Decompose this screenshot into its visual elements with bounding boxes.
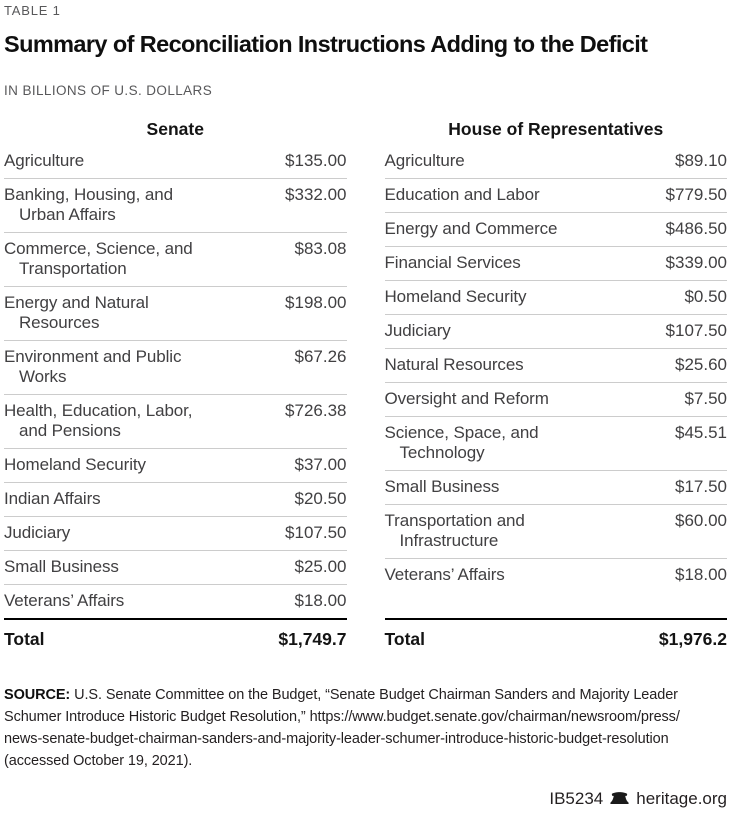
committee-name: Financial Services [384, 253, 521, 272]
committee-name: Natural Resources [384, 355, 524, 374]
amount-value: $198.00 [285, 293, 347, 312]
site-name: heritage.org [636, 789, 727, 808]
committee-name: Veterans’ Affairs [4, 591, 125, 610]
amount-value: $339.00 [665, 253, 727, 272]
table-row: Indian Affairs $20.50 [4, 483, 347, 517]
amount-value: $89.10 [675, 151, 727, 170]
committee-name: Commerce, Science, and Transportation [4, 239, 193, 278]
committee-name: Judiciary [384, 321, 451, 340]
brand-row: IB5234 heritage.org [549, 789, 727, 809]
table-row: Commerce, Science, and Transportation $83… [4, 233, 347, 287]
committee-name: Science, Space, and Technology [384, 423, 539, 462]
table-row: Financial Services $339.00 [384, 247, 727, 281]
house-table-header: House of Representatives [448, 119, 664, 139]
amount-value: $18.00 [294, 591, 347, 610]
amount-value: $7.50 [684, 389, 727, 408]
committee-name: Indian Affairs [4, 489, 101, 508]
committee-name: Agriculture [4, 151, 85, 170]
committee-name: Veterans’ Affairs [384, 565, 505, 584]
committee-name: Agriculture [384, 151, 465, 170]
tables-container: Senate Agriculture $135.00 Banking, Housin… [4, 119, 727, 649]
total-label: Total [4, 629, 45, 649]
amount-value: $107.50 [285, 523, 347, 542]
amount-value: $37.00 [294, 455, 347, 474]
units-subtitle: IN BILLIONS OF U.S. DOLLARS [4, 83, 213, 98]
committee-name: Education and Labor [384, 185, 540, 204]
liberty-bell-icon [610, 791, 629, 807]
source-line: (accessed October 19, 2021). [4, 753, 193, 769]
table-row: Small Business $17.50 [384, 471, 727, 505]
amount-value: $83.08 [294, 239, 347, 258]
table-row: Natural Resources $25.60 [384, 349, 727, 383]
amount-value: $60.00 [675, 511, 727, 530]
source-text: U.S. Senate Committee on the Budget, “Se… [74, 687, 678, 703]
table-row: Environment and Public Works $67.26 [4, 341, 347, 395]
committee-name: Judiciary [4, 523, 71, 542]
source-label: SOURCE: [4, 687, 71, 703]
total-label: Total [384, 629, 426, 649]
table-row: Health, Education, Labor, and Pensions $7… [4, 395, 347, 449]
committee-name: Energy and Commerce [384, 219, 558, 238]
table-row: Veterans’ Affairs $18.00 [4, 585, 347, 618]
source-line: news-senate-budget-chairman-sanders-and-… [4, 731, 669, 747]
amount-value: $20.50 [294, 489, 347, 508]
table-row: Oversight and Reform $7.50 [384, 383, 727, 417]
amount-value: $486.50 [665, 219, 727, 238]
house-table: House of Representatives Agriculture $89.… [384, 119, 728, 649]
senate-table-header: Senate [146, 119, 204, 139]
house-rows: Agriculture $89.10 Education and Labor $779… [384, 145, 728, 592]
amount-value: $17.50 [675, 477, 727, 496]
total-amount: $1,976.2 [658, 629, 727, 649]
amount-value: $45.51 [675, 423, 727, 442]
table-row: Agriculture $135.00 [4, 145, 347, 179]
table-row: Education and Labor $779.50 [384, 179, 727, 213]
table-row: Veterans’ Affairs $18.00 [385, 559, 728, 592]
amount-value: $67.26 [294, 347, 347, 366]
table-row: Homeland Security $0.50 [384, 281, 727, 315]
committee-name: Small Business [384, 477, 500, 496]
table-row: Energy and Natural Resources $198.00 [4, 287, 347, 341]
table-row: Judiciary $107.50 [384, 315, 727, 349]
table-row: Transportation and Infrastructure $60.00 [384, 505, 727, 559]
senate-table: Senate Agriculture $135.00 Banking, Housin… [4, 119, 347, 649]
amount-value: $25.00 [294, 557, 347, 576]
document-id: IB5234 [549, 789, 604, 808]
table-row: Judiciary $107.50 [4, 517, 347, 551]
table-row: Banking, Housing, and Urban Affairs $332.… [4, 179, 347, 233]
committee-name: Energy and Natural Resources [4, 293, 149, 332]
committee-name: Homeland Security [384, 287, 527, 306]
amount-value: $0.50 [684, 287, 727, 306]
table-row: Energy and Commerce $486.50 [384, 213, 727, 247]
committee-name: Small Business [4, 557, 119, 576]
source-line: SOURCE: U.S. Senate Committee on the Bud… [4, 684, 716, 706]
amount-value: $18.00 [675, 565, 727, 584]
committee-name: Transportation and Infrastructure [384, 511, 525, 550]
committee-name: Oversight and Reform [384, 389, 549, 408]
amount-value: $726.38 [285, 401, 347, 420]
amount-value: $25.60 [675, 355, 727, 374]
senate-total-row: Total $1,749.7 [4, 618, 347, 649]
committee-name: Homeland Security [4, 455, 146, 474]
amount-value: $332.00 [285, 185, 347, 204]
committee-name: Banking, Housing, and Urban Affairs [4, 185, 173, 224]
total-amount: $1,749.7 [278, 629, 347, 649]
amount-value: $779.50 [665, 185, 727, 204]
table-row: Science, Space, and Technology $45.51 [384, 417, 727, 471]
table-row: Small Business $25.00 [4, 551, 347, 585]
page-title: Summary of Reconciliation Instructions A… [4, 31, 648, 57]
table-number-eyebrow: TABLE 1 [4, 3, 61, 18]
source-line: Schumer Introduce Historic Budget Resolu… [4, 709, 680, 725]
amount-value: $135.00 [285, 151, 347, 170]
source-citation: SOURCE: U.S. Senate Committee on the Bud… [4, 684, 716, 772]
senate-rows: Agriculture $135.00 Banking, Housing, and … [4, 145, 347, 618]
committee-name: Health, Education, Labor, and Pensions [4, 401, 193, 440]
amount-value: $107.50 [665, 321, 727, 340]
table-row: Agriculture $89.10 [384, 145, 727, 179]
house-total-row: Total $1,976.2 [384, 618, 727, 649]
committee-name: Environment and Public Works [4, 347, 182, 386]
table-row: Homeland Security $37.00 [4, 449, 347, 483]
